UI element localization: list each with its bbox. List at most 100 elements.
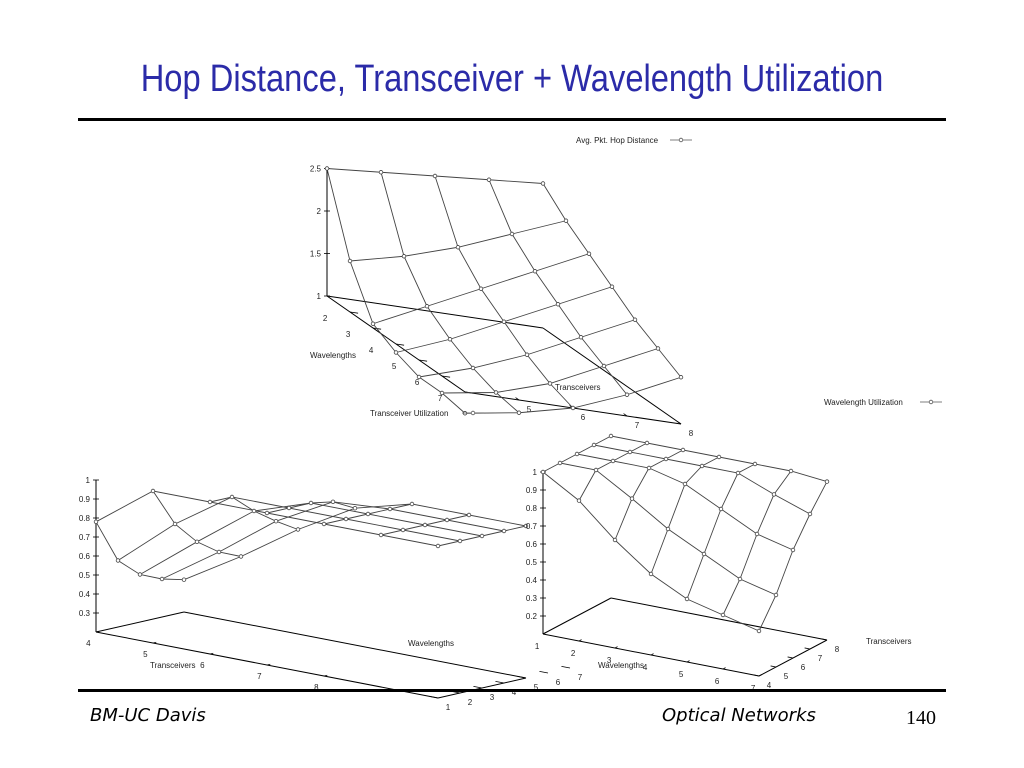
surface-point xyxy=(509,231,515,237)
base-edge-line xyxy=(183,611,527,679)
surface-point xyxy=(523,523,529,529)
y-tick-label: 7 xyxy=(578,673,583,682)
surface-point xyxy=(752,461,758,467)
z-tick-label: 0.9 xyxy=(79,495,91,504)
surface-point xyxy=(439,390,445,396)
y-axis-name: Wavelengths xyxy=(408,639,454,648)
y-tick-mark xyxy=(515,397,520,401)
surface-point xyxy=(347,258,353,264)
surface-point xyxy=(324,166,330,171)
x-tick-label: 6 xyxy=(200,661,205,670)
surface-chart-2: 0.3 0.4 0.5 0.6 0.7 0.8 0.9 1 4 5 6 7 8 1 2 3 4 5 6 7 Transc… xyxy=(79,409,583,712)
z-tick-label: 0.8 xyxy=(79,514,91,523)
surface-point xyxy=(648,571,654,577)
x-tick-mark xyxy=(209,652,214,655)
surface-point xyxy=(718,506,724,512)
x-tick-mark xyxy=(614,646,618,649)
surface-point xyxy=(593,467,599,473)
y-tick-mark xyxy=(677,421,682,425)
z-tick-label: 0.6 xyxy=(526,540,538,549)
surface-point xyxy=(466,512,472,518)
surface-point xyxy=(229,494,235,500)
z-tick-label: 1 xyxy=(317,292,322,301)
x-tick-mark xyxy=(323,674,328,677)
y-axis-line xyxy=(326,295,544,329)
surface-point xyxy=(555,302,561,307)
y-tick-label: 7 xyxy=(818,654,823,663)
surface-row-line xyxy=(650,456,720,575)
surface-point xyxy=(432,173,438,179)
y-tick-mark xyxy=(561,665,571,669)
legend-label: Transceiver Utilization xyxy=(370,409,448,418)
z-tick-label: 1.5 xyxy=(310,250,322,259)
footer-divider xyxy=(78,689,946,692)
legend-marker xyxy=(470,410,476,416)
x-tick-label: 5 xyxy=(679,670,684,679)
surface-point xyxy=(540,181,546,186)
z-tick-label: 2.5 xyxy=(310,165,322,174)
surface-point xyxy=(416,374,422,380)
surface-point xyxy=(807,511,813,517)
surface-point xyxy=(493,390,499,395)
surface-point xyxy=(557,460,563,466)
surface-point xyxy=(720,612,726,618)
surface-point xyxy=(608,433,614,439)
surface-point xyxy=(370,321,376,326)
surface-column-line xyxy=(488,179,628,396)
y-tick-mark xyxy=(787,656,794,659)
surface-point xyxy=(447,337,453,342)
x-tick-label: 7 xyxy=(751,684,756,693)
surface-point xyxy=(181,577,187,582)
y-tick-mark xyxy=(753,674,760,677)
y-tick-label: 7 xyxy=(635,421,640,430)
surface-point xyxy=(444,517,450,523)
y-tick-mark xyxy=(429,695,439,699)
x-tick-mark xyxy=(722,667,726,670)
x-tick-label: 2 xyxy=(323,314,328,323)
surface-point xyxy=(343,516,349,522)
surface-point xyxy=(194,539,200,544)
surface-point xyxy=(754,531,760,537)
z-tick-label: 0.6 xyxy=(79,552,91,561)
surface-column-line xyxy=(542,183,682,378)
z-tick-label: 1 xyxy=(533,468,538,477)
surface-point xyxy=(678,375,684,380)
surface-point xyxy=(478,286,484,291)
y-tick-mark xyxy=(539,670,549,674)
surface-point xyxy=(516,410,522,415)
surface-point xyxy=(150,488,156,494)
footer-affiliation: BM-UC Davis xyxy=(90,705,206,726)
surface-point xyxy=(771,492,777,497)
x-tick-label: 5 xyxy=(392,362,397,371)
surface-point xyxy=(540,469,546,475)
legend-label: Wavelength Utilization xyxy=(824,398,903,407)
x-tick-mark xyxy=(441,375,451,378)
surface-point xyxy=(216,549,222,555)
y-tick-mark xyxy=(495,680,505,684)
legend-marker xyxy=(678,137,684,143)
surface-point xyxy=(632,317,638,322)
surface-point xyxy=(501,528,507,534)
x-tick-label: 7 xyxy=(438,394,443,403)
y-tick-label: 4 xyxy=(512,688,517,697)
surface-column-line xyxy=(434,175,574,409)
surface-point xyxy=(387,506,393,512)
surface-point xyxy=(308,500,314,506)
surface-point xyxy=(378,532,384,538)
base-edge-line xyxy=(610,597,828,641)
surface-point xyxy=(824,479,830,484)
x-tick-mark xyxy=(686,660,690,663)
surface-point xyxy=(479,533,485,539)
y-tick-mark xyxy=(473,685,483,689)
surface-point xyxy=(576,498,582,503)
surface-point xyxy=(159,576,165,582)
surface-point xyxy=(646,465,652,471)
surface-point xyxy=(756,628,762,634)
surface-point xyxy=(486,177,492,182)
surface-point xyxy=(773,592,779,598)
surface-point xyxy=(115,558,121,563)
surface-point xyxy=(393,350,399,355)
surface-point xyxy=(273,519,279,524)
surface-point xyxy=(586,251,592,256)
surface-row-line xyxy=(349,220,567,262)
